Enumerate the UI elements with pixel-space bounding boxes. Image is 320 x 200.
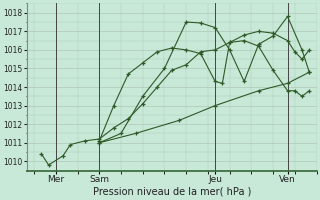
X-axis label: Pression niveau de la mer( hPa ): Pression niveau de la mer( hPa ) xyxy=(92,187,251,197)
